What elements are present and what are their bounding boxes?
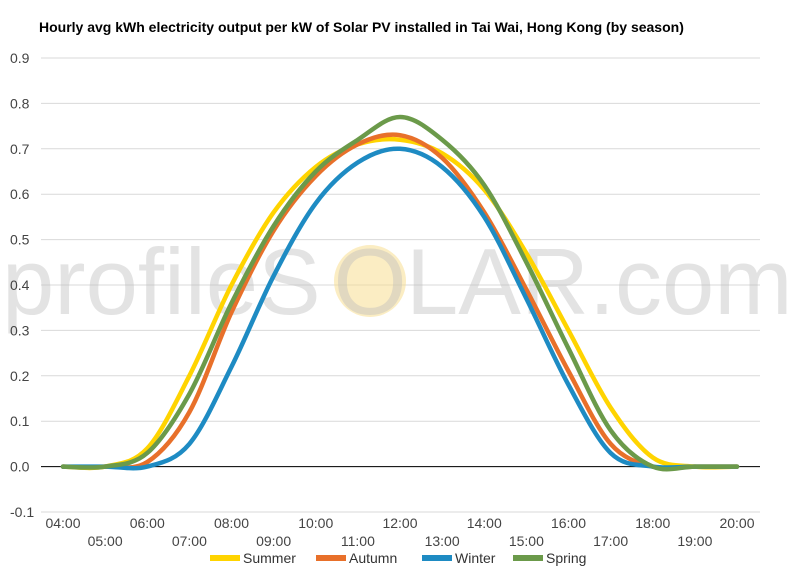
y-tick-label: 0.2	[10, 368, 30, 384]
series-line-winter	[60, 146, 740, 471]
legend-label-summer: Summer	[243, 550, 296, 566]
legend-label-autumn: Autumn	[349, 550, 397, 566]
watermark-sun	[334, 245, 406, 317]
x-tick-label: 06:00	[130, 515, 165, 531]
y-tick-label: 0.5	[10, 232, 30, 248]
legend-swatch-summer	[210, 555, 240, 561]
x-tick-label: 12:00	[382, 515, 417, 531]
x-tick-label: 14:00	[467, 515, 502, 531]
x-tick-label: 19:00	[677, 533, 712, 549]
x-axis-ticks: 04:00 05:00 06:00 07:00 08:00 09:00 10:00 11:00…	[45, 515, 754, 549]
series-line-spring	[60, 114, 740, 472]
x-tick-label: 16:00	[551, 515, 586, 531]
x-tick-label: 09:00	[256, 533, 291, 549]
y-tick-label: 0.8	[10, 95, 30, 111]
series-lines	[60, 114, 740, 472]
legend: Summer Autumn Winter Spring	[210, 550, 586, 566]
x-tick-label: 05:00	[88, 533, 123, 549]
chart-title: Hourly avg kWh electricity output per kW…	[39, 19, 684, 35]
y-tick-label: 0.9	[10, 50, 30, 66]
x-tick-label: 08:00	[214, 515, 249, 531]
x-tick-label: 20:00	[719, 515, 754, 531]
y-axis-ticks: -0.1 0.0 0.1 0.2 0.3 0.4 0.5 0.6 0.7 0.8 0.9	[10, 50, 34, 520]
x-tick-label: 15:00	[509, 533, 544, 549]
series-line-summer	[60, 136, 740, 471]
watermark-text-middle: O	[333, 229, 406, 334]
watermark-text-left: profileS	[2, 229, 321, 334]
legend-swatch-winter	[422, 555, 452, 561]
watermark-text-right: LAR.com	[406, 229, 793, 334]
y-tick-label: 0.1	[10, 413, 30, 429]
y-tick-label: 0.6	[10, 186, 30, 202]
y-tick-label: 0.3	[10, 322, 30, 338]
x-tick-label: 10:00	[298, 515, 333, 531]
watermark: profileS O LAR.com	[2, 229, 793, 334]
x-tick-label: 07:00	[172, 533, 207, 549]
legend-label-spring: Spring	[546, 550, 586, 566]
y-tick-label: 0.4	[10, 277, 30, 293]
x-tick-label: 17:00	[593, 533, 628, 549]
legend-swatch-autumn	[316, 555, 346, 561]
legend-label-winter: Winter	[455, 550, 496, 566]
y-tick-label: 0.0	[10, 459, 30, 475]
x-tick-label: 13:00	[425, 533, 460, 549]
y-tick-label: -0.1	[10, 504, 34, 520]
x-tick-label: 11:00	[341, 533, 375, 549]
series-line-autumn	[60, 132, 740, 471]
x-tick-label: 04:00	[45, 515, 80, 531]
x-tick-label: 18:00	[635, 515, 670, 531]
y-tick-label: 0.7	[10, 141, 30, 157]
legend-swatch-spring	[513, 555, 543, 561]
